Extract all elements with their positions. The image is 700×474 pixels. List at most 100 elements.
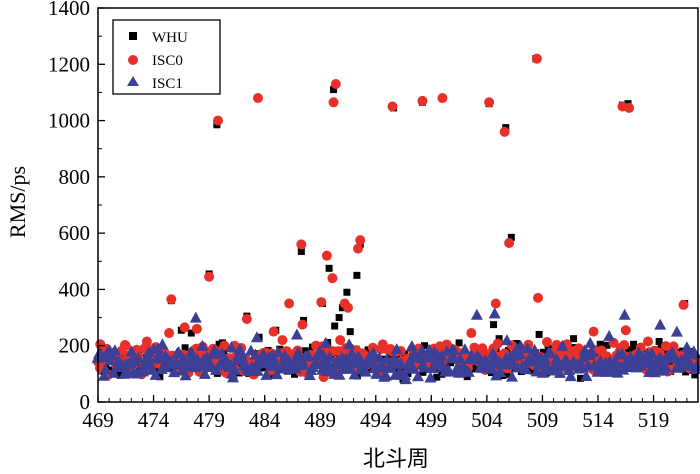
point-isc1-185 — [380, 369, 393, 381]
point-isc1-396 — [367, 346, 380, 358]
point-isc1-403 — [528, 343, 541, 355]
x-tick-label-474: 474 — [138, 408, 170, 432]
point-isc1-103 — [251, 364, 264, 376]
point-whu-414 — [455, 339, 463, 347]
point-isc1-29 — [136, 365, 149, 377]
point-isc0-418 — [484, 97, 495, 108]
point-isc1-291 — [544, 347, 557, 359]
point-isc0-402 — [296, 239, 307, 250]
point-isc1-404 — [556, 339, 569, 351]
point-isc0-423 — [533, 292, 543, 303]
point-isc1-69 — [198, 367, 211, 379]
x-tick-label-519: 519 — [638, 408, 670, 432]
point-isc1-275 — [520, 363, 533, 375]
point-isc1-391 — [225, 341, 238, 353]
point-whu-421 — [535, 330, 543, 338]
point-isc0-386 — [95, 339, 106, 350]
point-isc1-113 — [268, 352, 281, 364]
point-isc0-365 — [660, 341, 671, 352]
legend-label-isc0: ISC0 — [152, 53, 183, 69]
point-isc1-318 — [586, 346, 599, 358]
point-isc1-5 — [99, 363, 112, 375]
point-isc1-179 — [370, 367, 383, 379]
point-isc1-108 — [260, 368, 273, 380]
point-isc0-393 — [191, 323, 202, 334]
point-isc1-365 — [659, 361, 672, 373]
point-isc0-338 — [619, 340, 630, 351]
point-isc0-430 — [643, 336, 653, 347]
point-isc0-421 — [504, 237, 515, 248]
point-isc1-387 — [125, 345, 138, 357]
legend-marker-isc1 — [127, 76, 139, 86]
point-isc1-11 — [108, 344, 121, 356]
point-isc1-406 — [603, 329, 616, 341]
point-whu-398 — [297, 247, 305, 255]
point-whu-428 — [655, 337, 663, 345]
point-isc1-143 — [314, 358, 327, 370]
point-isc1-409 — [670, 325, 683, 337]
data-marks — [91, 53, 700, 385]
point-isc1-334 — [611, 366, 624, 378]
point-isc1-407 — [618, 308, 631, 320]
y-tick-label-1000: 1000 — [48, 109, 90, 133]
point-isc0-420 — [499, 126, 510, 137]
point-isc0-392 — [179, 322, 190, 333]
point-isc0-428 — [620, 325, 631, 336]
point-isc1-4 — [97, 369, 110, 381]
point-isc0-425 — [588, 326, 599, 337]
x-tick-label-514: 514 — [582, 408, 614, 432]
point-whu-345 — [631, 345, 639, 353]
point-isc0-395 — [213, 115, 223, 126]
point-whu-384 — [691, 371, 699, 379]
point-isc0-399 — [268, 326, 279, 337]
point-whu-126 — [291, 370, 299, 378]
point-isc1-198 — [399, 373, 412, 385]
point-whu-417 — [495, 335, 503, 343]
point-whu-279 — [528, 367, 536, 375]
point-isc1-37 — [149, 368, 162, 380]
legend-marker-whu — [129, 32, 137, 40]
x-tick-label-489: 489 — [304, 408, 336, 432]
point-whu-174 — [364, 346, 372, 354]
point-isc1-101 — [249, 348, 262, 360]
point-whu-405 — [335, 314, 343, 322]
point-isc1-202 — [405, 340, 418, 352]
point-isc0-409 — [335, 335, 346, 346]
point-whu-409 — [353, 271, 361, 279]
point-whu-402 — [325, 264, 333, 272]
x-tick-label-469: 469 — [82, 408, 114, 432]
point-isc1-10 — [107, 366, 120, 378]
point-isc0-419 — [490, 298, 501, 309]
point-isc1-337 — [616, 347, 629, 359]
point-whu-416 — [490, 321, 498, 329]
point-isc1-399 — [470, 308, 483, 320]
point-isc1-410 — [680, 341, 693, 353]
point-isc1-183 — [376, 358, 389, 370]
point-whu-404 — [331, 322, 339, 330]
point-isc0-403 — [297, 319, 308, 330]
point-isc1-383 — [687, 345, 700, 357]
point-isc0-408 — [330, 78, 341, 89]
point-whu-389 — [187, 329, 195, 337]
point-isc0-400 — [277, 335, 288, 346]
point-isc0-397 — [241, 313, 252, 324]
point-isc1-210 — [418, 361, 431, 373]
y-axis-title: RMS/ps — [5, 166, 30, 238]
point-isc1-70 — [200, 351, 213, 363]
point-isc1-405 — [584, 336, 597, 348]
point-isc0-404 — [316, 297, 327, 308]
point-whu-419 — [507, 233, 515, 241]
point-whu-403 — [330, 86, 338, 94]
point-isc1-132 — [297, 359, 310, 371]
x-tick-label-479: 479 — [193, 408, 225, 432]
point-isc1-214 — [424, 371, 437, 383]
axes: 0 200 400 600 800 1000 1200 1400 469 474 479 484 489… — [48, 0, 699, 432]
legend: WHU ISC0 ISC1 — [112, 19, 221, 95]
point-isc1-203 — [407, 362, 420, 374]
y-tick-label-400: 400 — [59, 277, 91, 301]
point-whu-242 — [470, 365, 478, 373]
point-isc1-236 — [458, 343, 471, 355]
y-tick-label-600: 600 — [59, 221, 91, 245]
point-whu-327 — [603, 341, 611, 349]
